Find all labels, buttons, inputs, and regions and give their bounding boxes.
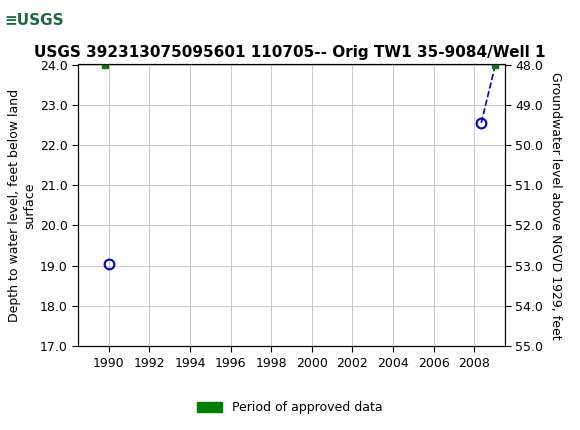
Y-axis label: Depth to water level, feet below land
surface: Depth to water level, feet below land su… [8, 89, 36, 322]
Text: ≡USGS: ≡USGS [4, 13, 64, 28]
FancyBboxPatch shape [3, 3, 78, 37]
Text: USGS 392313075095601 110705-- Orig TW1 35-9084/Well 1: USGS 392313075095601 110705-- Orig TW1 3… [34, 45, 546, 60]
Legend: Period of approved data: Period of approved data [192, 396, 388, 419]
Y-axis label: Groundwater level above NGVD 1929, feet: Groundwater level above NGVD 1929, feet [549, 71, 561, 339]
